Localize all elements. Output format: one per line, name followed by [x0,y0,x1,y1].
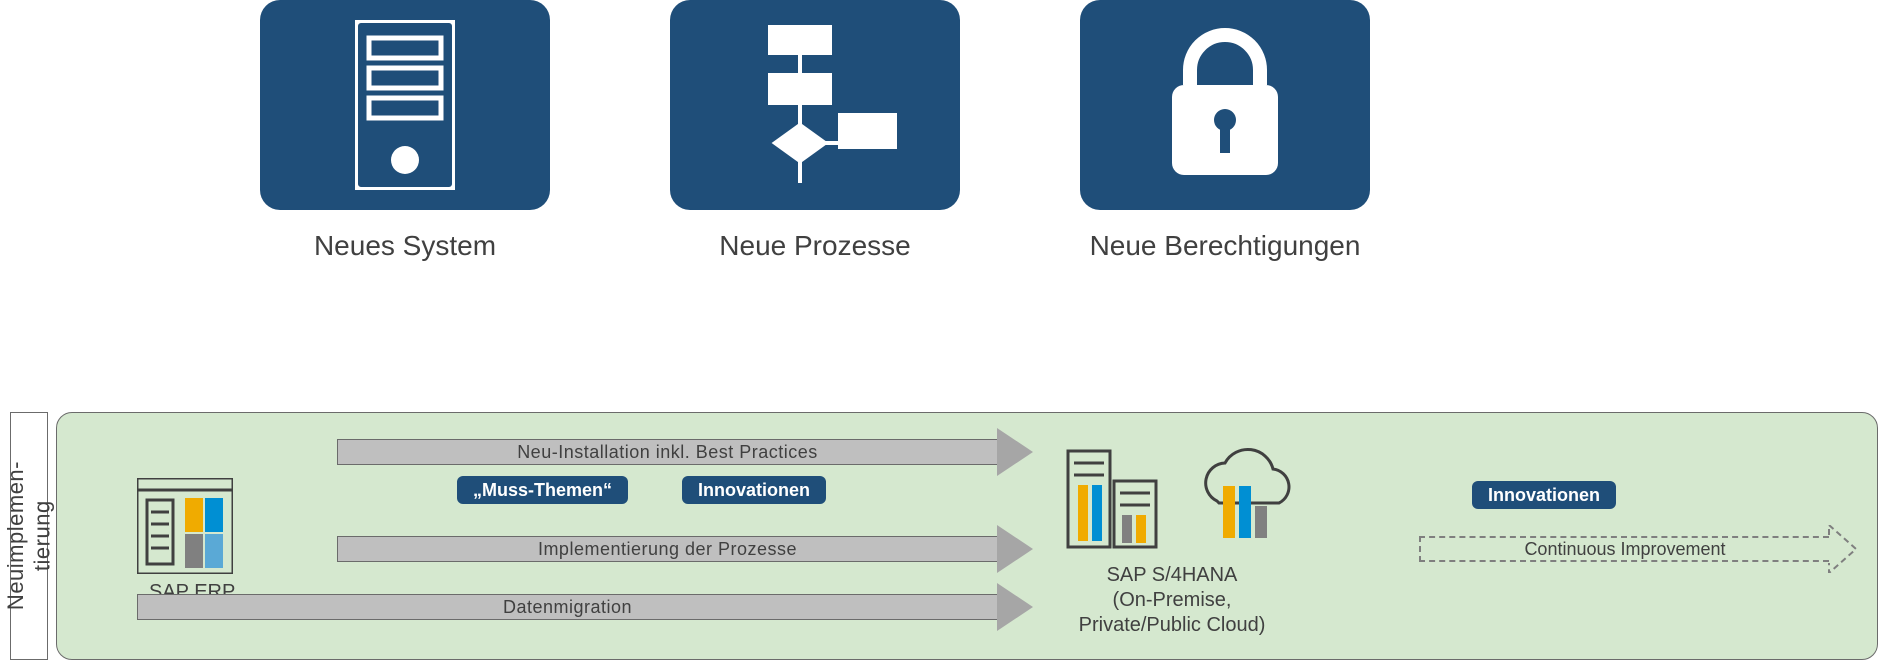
flowchart-icon [730,25,900,185]
side-tab-label: Neuimplemen-tierung [3,461,56,610]
s4-line3: Private/Public Cloud) [1079,614,1266,636]
s4-label: SAP S/4HANA (On-Premise, Private/Public … [1032,563,1312,638]
server-icon [355,20,455,190]
pill-innovationen-2: Innovationen [1472,481,1616,509]
side-tab: Neuimplemen-tierung [10,412,48,660]
arrow-label: Implementierung der Prozesse [337,536,997,562]
card-neues-system: Neues System [260,0,550,262]
card-neue-prozesse: Neue Prozesse [670,0,960,262]
panel: SAP ERP Neu-Installation inkl. Best Prac… [56,412,1878,660]
arrow-datenmigration: Datenmigration [137,583,1033,631]
arrow-implementierung: Implementierung der Prozesse [337,525,1033,573]
arrow-neuinstallation: Neu-Installation inkl. Best Practices [337,428,1033,476]
s4-line2: (On-Premise, [1113,589,1232,611]
card-label: Neue Berechtigungen [1080,230,1370,262]
lock-icon [1160,25,1290,185]
pill-muss-themen: „Muss-Themen“ [457,476,628,504]
sap-erp-icon [137,478,233,579]
arrow-label: Continuous Improvement [1419,536,1829,562]
arrow-continuous-improvement: Continuous Improvement [1419,525,1857,573]
arrow-label: Datenmigration [137,594,997,620]
arrow-label: Neu-Installation inkl. Best Practices [337,439,997,465]
pill-innovationen-1: Innovationen [682,476,826,504]
s4-line1: SAP S/4HANA [1107,564,1238,586]
card-label: Neues System [260,230,550,262]
s4-building-icon [1062,441,1162,556]
s4-cloud-icon [1187,441,1297,556]
top-cards-row: Neues System Neue Prozess [260,0,1370,262]
card-label: Neue Prozesse [670,230,960,262]
tile-neue-berechtigungen [1080,0,1370,210]
tile-neue-prozesse [670,0,960,210]
dashed-arrow-head-icon [1829,525,1857,573]
card-neue-berechtigungen: Neue Berechtigungen [1080,0,1370,262]
tile-neues-system [260,0,550,210]
bottom-region: Neuimplemen-tierung [10,412,1878,660]
